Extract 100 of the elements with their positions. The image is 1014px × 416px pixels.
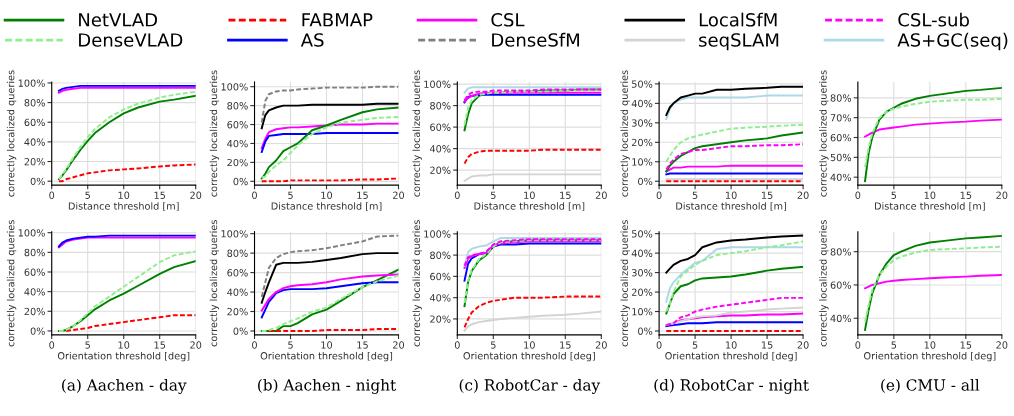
- y-tick-label: 80%: [24, 99, 45, 107]
- x-tick-label: 15: [154, 341, 166, 349]
- y-tick-label: 40%: [24, 288, 45, 296]
- x-tick-label: 0: [49, 341, 55, 349]
- x-tick-label: 10: [924, 191, 936, 199]
- x-tick-label: 20: [595, 341, 607, 349]
- x-tick-label: 15: [960, 191, 972, 199]
- x-axis-title: Distance threshold [m]: [676, 202, 787, 211]
- x-tick-label: 20: [797, 341, 809, 349]
- y-tick-label: 30%: [631, 269, 653, 277]
- y-tick-label: 10%: [632, 158, 653, 166]
- x-tick-label: 0: [855, 341, 861, 349]
- legend-label: NetVLAD: [79, 13, 158, 27]
- x-tick-label: 20: [190, 341, 202, 349]
- x-tick-label: 20: [393, 341, 405, 349]
- y-tick-label: 80%: [24, 248, 45, 257]
- x-tick-label: 0: [855, 191, 861, 199]
- x-tick-label: 0: [454, 341, 460, 349]
- legend-label: AS+GC(seq): [897, 32, 1008, 51]
- x-tick-label: 10: [725, 191, 737, 199]
- y-tick-label: 100%: [221, 83, 248, 91]
- y-tick-label: 100%: [18, 79, 45, 87]
- x-tick-label: 20: [190, 191, 202, 199]
- y-tick-label: 100%: [221, 230, 248, 238]
- x-tick-label: 15: [357, 191, 368, 199]
- y-tick-label: 60%: [227, 269, 248, 277]
- x-tick-label: 0: [454, 191, 460, 199]
- line-series: [260, 281, 399, 319]
- line-series: [57, 163, 196, 183]
- x-tick-label: 5: [490, 191, 496, 199]
- x-tick-label: 10: [524, 341, 535, 349]
- legend-label: AS: [300, 33, 324, 47]
- y-tick-label: 0%: [30, 177, 45, 186]
- x-axis-title: Orientation threshold [deg]: [463, 351, 595, 362]
- y-tick-label: 20%: [227, 308, 248, 316]
- y-tick-label: 50%: [631, 230, 653, 238]
- line-series: [864, 86, 1002, 183]
- x-tick-label: 20: [996, 191, 1008, 199]
- x-tick-label: 5: [891, 341, 897, 349]
- line-series: [665, 94, 804, 120]
- y-tick-label: 20%: [430, 166, 451, 174]
- y-tick-label: 60%: [430, 123, 451, 131]
- line-series: [864, 118, 1002, 138]
- line-series: [260, 132, 399, 153]
- y-axis-title: correctly localized queries: [6, 70, 17, 197]
- y-tick-label: 40%: [631, 99, 653, 108]
- y-tick-label: 80%: [430, 102, 451, 110]
- line-series: [260, 102, 399, 130]
- y-tick-label: 0%: [30, 327, 45, 335]
- x-tick-label: 10: [725, 341, 737, 349]
- x-axis-title: Distance threshold [m]: [875, 202, 985, 211]
- text: (a) Aachen - day: [62, 378, 187, 394]
- x-tick-label: 0: [656, 341, 662, 349]
- y-tick-label: 20%: [24, 158, 45, 166]
- x-tick-label: 5: [85, 191, 90, 199]
- line-series: [864, 97, 1002, 169]
- line-series: [665, 131, 804, 173]
- x-tick-label: 0: [49, 191, 55, 199]
- y-tick-label: 100%: [18, 229, 45, 237]
- y-tick-label: 0%: [233, 177, 248, 186]
- y-tick-label: 60%: [830, 281, 852, 289]
- y-tick-label: 60%: [830, 133, 852, 142]
- x-axis-title: Orientation threshold [deg]: [57, 351, 190, 362]
- x-tick-label: 5: [288, 191, 293, 199]
- text: (b) Aachen - night: [258, 378, 397, 394]
- y-axis-title: correctly localized queries: [412, 220, 422, 347]
- line-series: [665, 240, 804, 313]
- legend-label: CSL: [491, 12, 525, 27]
- x-tick-label: 5: [891, 191, 897, 199]
- line-series: [260, 234, 399, 298]
- y-tick-label: 20%: [631, 138, 653, 147]
- y-tick-label: 60%: [227, 121, 248, 129]
- y-tick-label: 80%: [430, 251, 451, 259]
- y-tick-label: 40%: [429, 145, 451, 153]
- y-axis-title: correctly localized queries: [209, 70, 220, 197]
- x-tick-label: 15: [560, 191, 571, 199]
- y-tick-label: 80%: [830, 248, 852, 256]
- y-tick-label: 40%: [830, 173, 852, 182]
- x-tick-label: 15: [761, 191, 773, 199]
- x-tick-label: 5: [288, 341, 293, 349]
- y-tick-label: 40%: [227, 139, 248, 148]
- x-tick-label: 5: [490, 341, 496, 349]
- y-tick-label: 20%: [227, 158, 248, 167]
- y-axis-title: correctly localized queries: [412, 70, 422, 197]
- x-tick-label: 5: [692, 341, 698, 349]
- y-tick-label: 0%: [233, 327, 248, 335]
- x-tick-label: 20: [595, 191, 607, 199]
- x-tick-label: 15: [154, 191, 166, 199]
- line-series: [665, 246, 804, 303]
- x-tick-label: 10: [524, 191, 535, 199]
- line-series: [463, 242, 602, 282]
- y-axis-title: correctly localized queries: [819, 220, 829, 347]
- y-tick-label: 10%: [632, 308, 653, 316]
- y-axis-title: correctly localized queries: [819, 70, 829, 197]
- y-tick-label: 0%: [638, 327, 653, 335]
- text: (e) CMU - all: [881, 378, 980, 393]
- legend-label: FABMAP: [302, 13, 373, 27]
- y-tick-label: 80%: [227, 102, 248, 110]
- y-axis-title: correctly localized queries: [6, 220, 17, 347]
- y-tick-label: 20%: [631, 288, 653, 296]
